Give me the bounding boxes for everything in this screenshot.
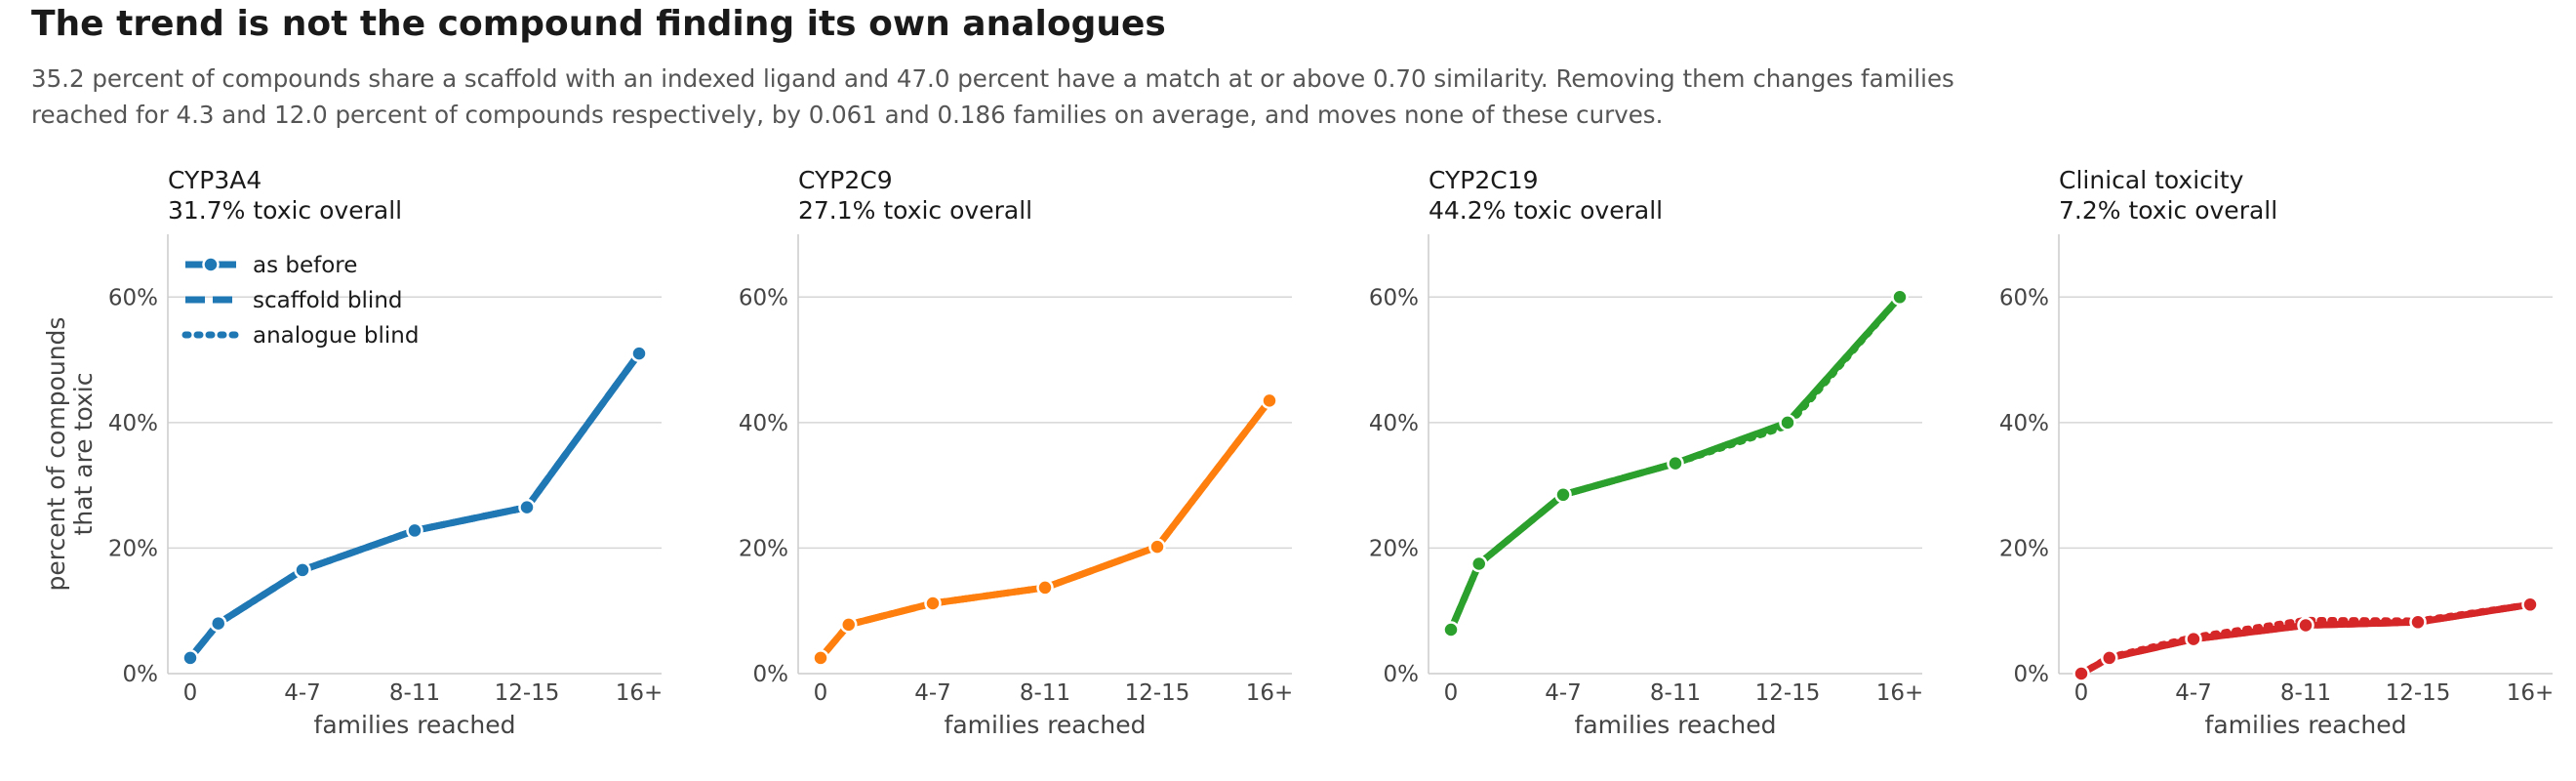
y-tick-label: 60% xyxy=(1999,285,2049,310)
series-line-solid xyxy=(818,398,1272,661)
x-tick-label: 4-7 xyxy=(2175,680,2212,706)
x-tick-label: 4-7 xyxy=(1545,680,1582,706)
series-line-dotted xyxy=(817,396,1273,662)
y-tick-label: 20% xyxy=(108,536,158,561)
series-line-solid xyxy=(187,351,642,661)
data-point xyxy=(1036,579,1054,596)
data-point xyxy=(406,521,423,540)
data-point xyxy=(210,614,227,633)
data-point xyxy=(2185,630,2202,648)
x-tick-label: 0 xyxy=(1444,680,1459,706)
x-tick-label: 12-15 xyxy=(1125,680,1190,706)
x-tick-label: 12-15 xyxy=(1755,680,1821,706)
y-tick-label: 40% xyxy=(1999,411,2049,436)
x-axis-label: families reached xyxy=(314,711,516,739)
x-tick-label: 0 xyxy=(183,680,198,706)
y-tick-label: 60% xyxy=(739,285,788,310)
data-point xyxy=(2409,613,2427,632)
y-tick-label: 40% xyxy=(108,411,158,436)
series-line-dashed xyxy=(818,398,1272,661)
page-title: The trend is not the compound finding it… xyxy=(31,4,1166,44)
series-line-solid xyxy=(2079,600,2531,678)
data-point xyxy=(2521,596,2539,614)
y-tick-label: 0% xyxy=(123,662,159,687)
data-point xyxy=(924,595,942,612)
panel-subtitle: 27.1% toxic overall xyxy=(798,196,1032,225)
x-tick-label: 8-11 xyxy=(389,680,440,706)
page-subtitle: 35.2 percent of compounds share a scaffo… xyxy=(31,64,1954,129)
data-point xyxy=(2297,616,2314,635)
y-tick-label: 60% xyxy=(108,285,158,310)
y-tick-label: 0% xyxy=(1384,662,1420,687)
data-point xyxy=(1261,391,1278,410)
x-tick-label: 4-7 xyxy=(914,680,951,706)
data-point xyxy=(2101,649,2118,667)
x-tick-label: 4-7 xyxy=(284,680,321,706)
legend: as before scaffold blind analogue blind xyxy=(181,253,419,349)
x-tick-label: 16+ xyxy=(1246,680,1294,706)
panel-title: CYP2C9 xyxy=(798,166,893,194)
x-tick-label: 0 xyxy=(2074,680,2089,706)
x-tick-label: 8-11 xyxy=(2280,680,2331,706)
x-tick-label: 12-15 xyxy=(495,680,560,706)
panel-subtitle: 31.7% toxic overall xyxy=(168,196,402,225)
y-tick-label: 20% xyxy=(1369,536,1419,561)
y-axis-label: percent of compoundsthat are toxic xyxy=(42,317,98,592)
x-tick-label: 8-11 xyxy=(1020,680,1070,706)
data-point xyxy=(1470,555,1488,573)
data-point xyxy=(294,561,311,579)
legend-label: scaffold blind xyxy=(253,288,403,313)
y-tick-label: 0% xyxy=(753,662,789,687)
data-point xyxy=(181,649,199,667)
data-point xyxy=(840,616,858,634)
data-point xyxy=(2073,665,2090,682)
y-tick-label: 60% xyxy=(1369,285,1419,310)
x-tick-label: 12-15 xyxy=(2386,680,2451,706)
data-point xyxy=(1667,454,1684,473)
data-point xyxy=(1554,486,1572,504)
x-axis-label: families reached xyxy=(2205,711,2407,739)
data-point xyxy=(518,498,536,516)
y-tick-label: 20% xyxy=(1999,536,2049,561)
data-point xyxy=(1442,621,1460,638)
panel-title: CYP3A4 xyxy=(168,166,262,194)
x-axis-label: families reached xyxy=(1575,711,1777,739)
data-point xyxy=(1779,414,1796,432)
x-tick-label: 8-11 xyxy=(1650,680,1701,706)
x-tick-label: 16+ xyxy=(2507,680,2555,706)
data-point xyxy=(630,345,648,362)
series-line-dotted xyxy=(186,349,643,662)
y-tick-label: 40% xyxy=(739,411,788,436)
panel-title: CYP2C19 xyxy=(1429,166,1539,194)
panel-title: Clinical toxicity xyxy=(2059,166,2244,194)
data-point xyxy=(1891,288,1909,307)
panel-subtitle: 7.2% toxic overall xyxy=(2059,196,2277,225)
x-tick-label: 16+ xyxy=(616,680,664,706)
y-tick-label: 20% xyxy=(739,536,788,561)
legend-label: as before xyxy=(253,253,357,278)
series-line-dashed xyxy=(187,351,642,661)
legend-marker xyxy=(202,256,220,273)
series-line-solid xyxy=(1447,294,1903,632)
panel-subtitle: 44.2% toxic overall xyxy=(1429,196,1663,225)
x-tick-label: 0 xyxy=(814,680,828,706)
x-axis-label: families reached xyxy=(945,711,1147,739)
legend-label: analogue blind xyxy=(253,323,419,349)
y-tick-label: 0% xyxy=(2014,662,2050,687)
x-tick-label: 16+ xyxy=(1876,680,1924,706)
data-point xyxy=(812,649,829,667)
data-point xyxy=(1148,538,1166,555)
y-tick-label: 40% xyxy=(1369,411,1419,436)
